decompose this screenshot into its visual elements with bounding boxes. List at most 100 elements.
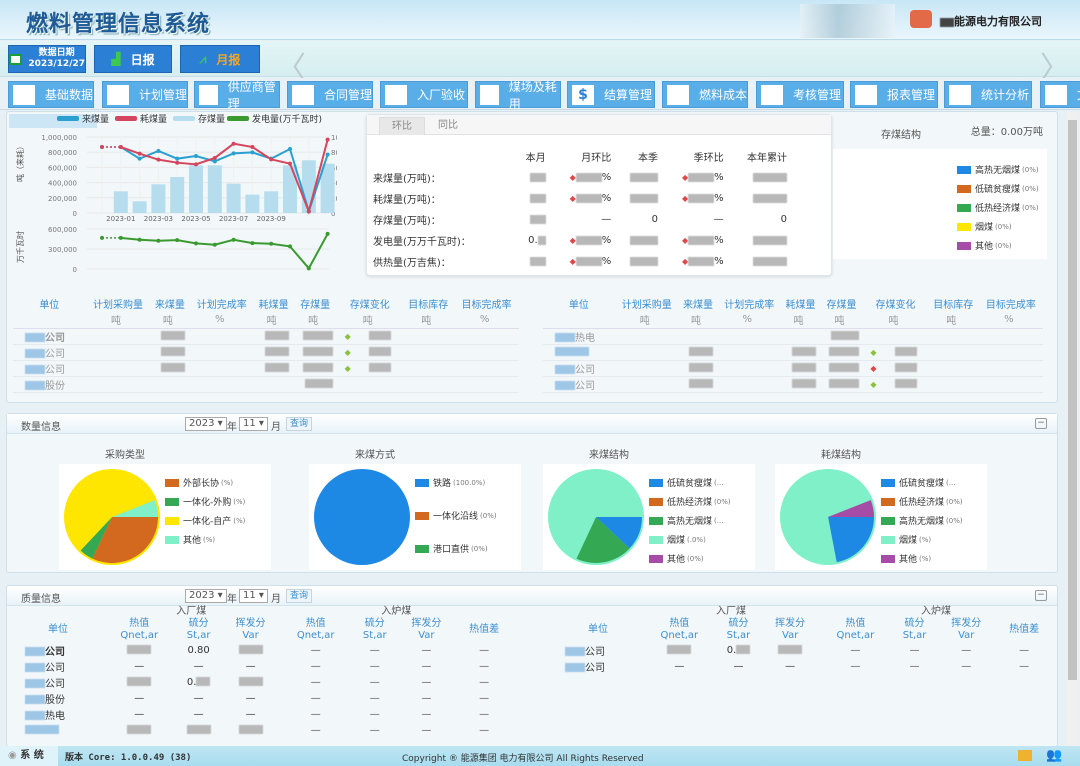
menu-item-9[interactable]: 报表管理 [850, 81, 938, 108]
query-button[interactable]: 查询 [286, 417, 313, 431]
table-cell: — [310, 692, 321, 704]
menu-item-3[interactable]: 合同管理 [287, 81, 373, 108]
table-cell [222, 674, 280, 690]
unit-link[interactable]: 公司 [13, 674, 103, 690]
daily-report-button[interactable]: ▟ 日报 [94, 45, 172, 73]
menu-item-10[interactable]: 统计分析 [944, 81, 1032, 108]
table-row: 股份 [13, 376, 519, 393]
table-cell [819, 360, 864, 377]
unit-link[interactable] [13, 722, 103, 738]
table-cell [103, 674, 176, 690]
line-来煤量 [120, 146, 329, 215]
column-header: 目标库存 [408, 299, 449, 311]
redacted-value [127, 645, 152, 654]
unit-label: % [717, 312, 782, 329]
redacted-value [238, 725, 263, 734]
menu-item-label: 供应商管理 [227, 79, 276, 110]
collapse-button[interactable]: − [1035, 418, 1047, 429]
table-cell [978, 344, 1043, 361]
table-cell [85, 328, 151, 345]
vertical-scrollbar[interactable] [1066, 112, 1079, 746]
unit-link[interactable]: 公司 [13, 328, 86, 345]
unit-link[interactable]: 热电 [543, 328, 615, 345]
bar-存煤量 [226, 183, 241, 213]
menu-item-4[interactable]: 入厂验收 [380, 81, 468, 108]
app-header: 燃料管理信息系统 能源电力有限公司 [0, 0, 1080, 40]
table-cell: — [479, 644, 490, 656]
redacted-value [127, 677, 152, 686]
x-tick-label: 2023-03 [144, 215, 173, 223]
line-耗煤量 [120, 139, 329, 215]
redacted-value [368, 331, 391, 340]
unit-link[interactable]: 热电 [13, 706, 103, 722]
redacted-value [25, 365, 45, 374]
table-cell [717, 344, 782, 361]
point-发电量(万千瓦时) [100, 235, 104, 240]
redacted-value [238, 645, 263, 654]
redacted-value [829, 363, 860, 372]
stats-cell: ◆% [569, 193, 612, 204]
unit-label: 吨 [150, 312, 190, 329]
redacted-value [689, 379, 714, 388]
menu-item-5[interactable]: 煤场及耗用 [475, 80, 561, 109]
month-select[interactable]: 11 ▾ [239, 589, 268, 603]
year-select[interactable]: 2023 ▾ [185, 589, 227, 603]
menu-item-1[interactable]: 计划管理 [102, 81, 188, 108]
users-icon[interactable]: 👥 [1046, 748, 1063, 763]
unit-link[interactable]: 公司 [553, 658, 643, 674]
table-cell: — [850, 644, 861, 656]
table-row: 公司 — — — — — — — [13, 658, 513, 674]
pie-legend-item: 高热无烟煤 (... [649, 514, 723, 527]
storage-total: 总量：0.00万吨 [970, 127, 1043, 138]
table-cell [402, 360, 455, 377]
unit-link[interactable]: 股份 [13, 690, 103, 706]
menu-item-6[interactable]: $ 结算管理 [567, 81, 655, 108]
menu-item-7[interactable]: 燃料成本 [662, 81, 748, 108]
mail-icon[interactable] [1018, 750, 1032, 761]
tab-yoy[interactable]: 同比 [438, 120, 458, 131]
redacted-value [238, 677, 263, 686]
menu-item-2[interactable]: 供应商管理 [194, 79, 280, 110]
unit-link[interactable]: 公司 [13, 658, 103, 674]
unit-link[interactable]: 公司 [543, 376, 615, 393]
unit-link[interactable]: 公司 [13, 360, 86, 377]
year-select[interactable]: 2023 ▾ [185, 417, 227, 431]
redacted-value [688, 256, 715, 266]
point-发电量(万千瓦时) [231, 237, 236, 242]
redacted-value [25, 381, 45, 390]
pie-slice [112, 500, 158, 517]
system-button[interactable]: ◉ 系 统 [0, 746, 58, 766]
data-date-button[interactable]: 数据日期 2023/12/27 [8, 45, 86, 73]
query-button[interactable]: 查询 [286, 589, 313, 603]
copyright-text: Copyright ® 能源集团 电力有限公司 All Rights Reser… [402, 754, 644, 764]
table-row: ◆ [543, 344, 1043, 361]
redacted-value [305, 379, 334, 388]
month-select[interactable]: 11 ▾ [239, 417, 268, 431]
unit-link[interactable]: 公司 [543, 360, 615, 377]
legend-swatch [415, 478, 429, 487]
unit-label: 吨 [819, 312, 864, 329]
table-row: 股份 — — — — — — — [13, 690, 513, 706]
table-cell [614, 328, 679, 345]
table-cell: — [909, 660, 920, 672]
table-cell: — [479, 692, 490, 704]
change-indicator-icon: ◆ [870, 363, 877, 373]
menu-item-0[interactable]: 基础数据 [8, 81, 94, 108]
unit-link[interactable]: 公司 [13, 344, 86, 361]
unit-link[interactable]: 公司 [13, 642, 103, 658]
unit-link[interactable] [543, 344, 615, 361]
table-cell [176, 722, 222, 738]
menu-item-8[interactable]: 考核管理 [756, 81, 844, 108]
tab-mom[interactable]: 环比 [379, 117, 425, 135]
pie-legend-item: 低硫贫瘦煤 (... [649, 476, 723, 489]
unit-link[interactable]: 公司 [553, 642, 643, 658]
unit-link[interactable]: 股份 [13, 376, 86, 393]
table-row: 公司 0. — — — — [553, 642, 1053, 658]
scrollbar-thumb[interactable] [1068, 120, 1077, 680]
contract-icon [292, 84, 314, 105]
users-icon [199, 84, 218, 105]
monthly-report-button[interactable]: ⩘ 月报 [180, 45, 260, 73]
collapse-button[interactable]: − [1035, 590, 1047, 601]
menu-item-11[interactable]: 文 [1040, 81, 1080, 108]
stats-column-header: 本年累计 [747, 152, 787, 164]
